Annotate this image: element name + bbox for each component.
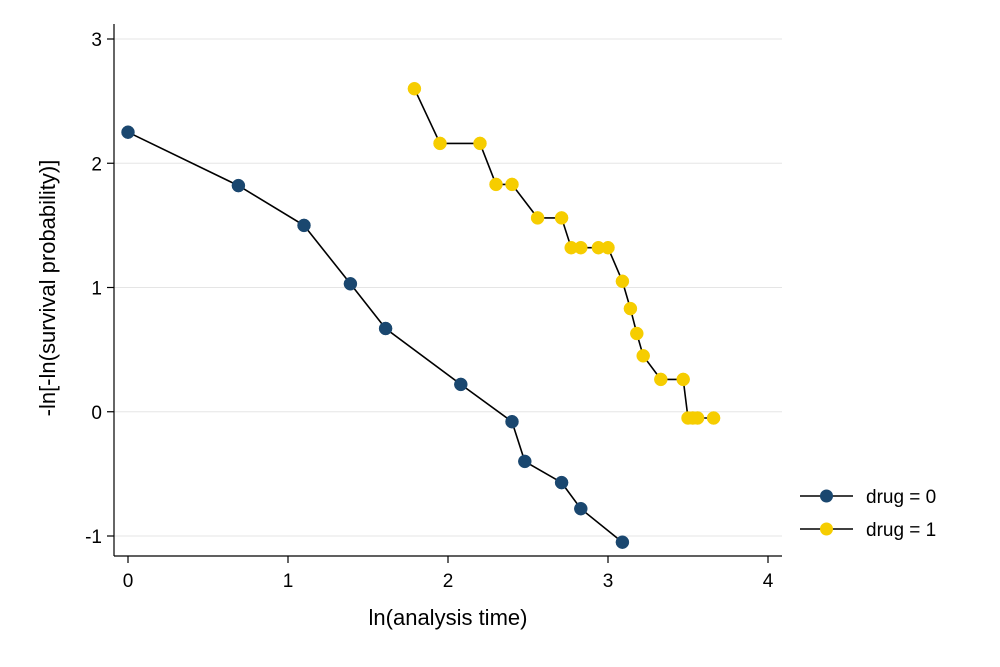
data-point	[505, 414, 519, 429]
x-tick-label: 0	[123, 571, 134, 592]
data-point	[407, 81, 422, 96]
data-point	[676, 372, 690, 387]
legend-label: drug = 1	[866, 520, 936, 541]
y-tick-label: 3	[91, 30, 102, 51]
legend: drug = 0 drug = 1	[800, 487, 936, 541]
data-point	[623, 301, 638, 316]
y-tick-label: 1	[91, 279, 102, 300]
series-line-drug-0	[127, 131, 623, 543]
series-line-drug-1	[413, 88, 714, 419]
data-point	[554, 475, 569, 490]
x-tick-label: 3	[603, 571, 614, 592]
data-point	[706, 411, 721, 425]
data-point	[530, 211, 545, 225]
plot-series	[121, 81, 721, 549]
y-tick-label: 0	[91, 403, 102, 424]
data-point	[574, 501, 588, 516]
data-point	[454, 377, 468, 392]
data-point	[473, 136, 487, 151]
data-point	[601, 240, 615, 255]
data-point	[433, 136, 447, 151]
data-point	[615, 535, 630, 549]
axes: -1 0 1 2 3 0 1 2 3 4	[85, 24, 782, 592]
data-point	[489, 177, 503, 192]
data-point	[690, 411, 705, 425]
y-tick-label: -1	[85, 527, 102, 548]
y-tick-label: 2	[91, 154, 102, 175]
data-point	[574, 240, 588, 255]
legend-marker	[820, 489, 833, 503]
data-point	[121, 125, 135, 139]
data-point	[630, 326, 644, 341]
data-point	[636, 349, 650, 363]
x-tick-label: 2	[443, 571, 454, 592]
x-tick-label: 4	[763, 571, 774, 592]
data-point	[505, 177, 519, 192]
legend-marker	[820, 522, 833, 536]
data-point	[297, 218, 311, 233]
data-point	[554, 211, 569, 225]
data-point	[654, 372, 668, 387]
gridlines	[114, 38, 782, 537]
x-tick-label: 1	[283, 571, 294, 592]
data-point	[615, 274, 630, 289]
legend-label: drug = 0	[866, 487, 936, 508]
x-axis-title: ln(analysis time)	[369, 605, 528, 630]
data-point	[518, 454, 532, 469]
data-point	[378, 321, 393, 336]
y-axis-title: -ln[-ln(survival probability)]	[35, 160, 60, 417]
data-point	[231, 178, 246, 193]
data-point	[343, 277, 358, 291]
